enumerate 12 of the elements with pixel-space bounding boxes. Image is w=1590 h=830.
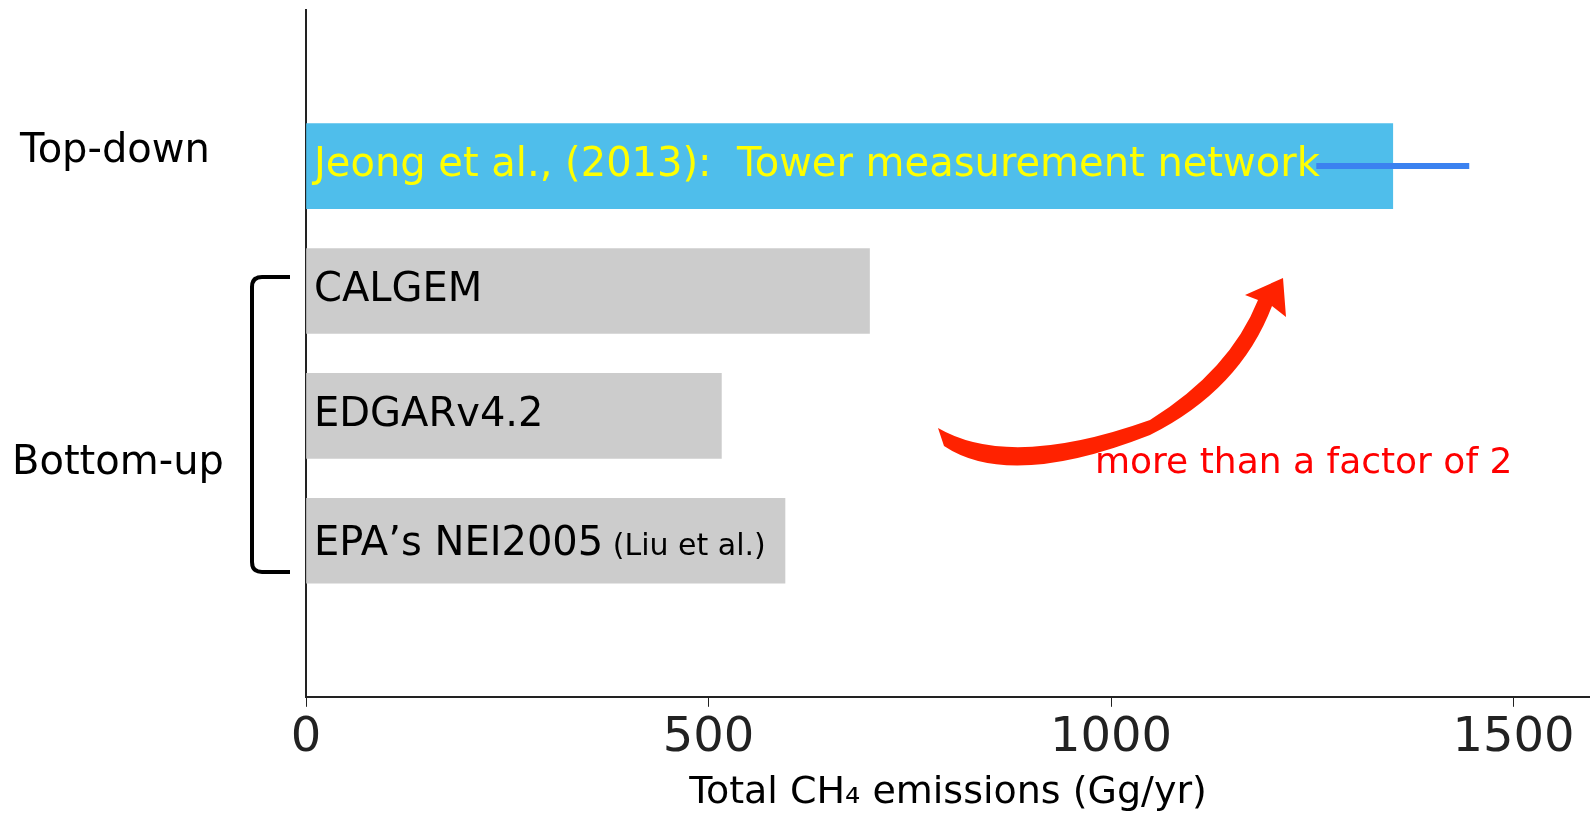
annotation: more than a factor of 2 <box>1095 440 1513 481</box>
x-axis-title: Total CH₄ emissions (Gg/yr) <box>688 768 1207 813</box>
y-tick-label: Jeong et al., (2013): Tower measurement network <box>311 139 1321 186</box>
x-tick-label: 1500 <box>1452 706 1575 763</box>
text: Top-down <box>20 125 210 171</box>
text: Bottom-up <box>12 437 224 483</box>
x-tick-label: 500 <box>662 706 755 763</box>
x-tick-label: 1000 <box>1049 706 1173 763</box>
y-tick-label: CALGEM <box>314 264 483 311</box>
y-tick-label: EPA’s NEI2005 (Liu et al.) <box>314 518 766 565</box>
y-tick-label: EDGARv4.2 <box>314 389 544 436</box>
x-tick-label: 0 <box>290 706 322 763</box>
